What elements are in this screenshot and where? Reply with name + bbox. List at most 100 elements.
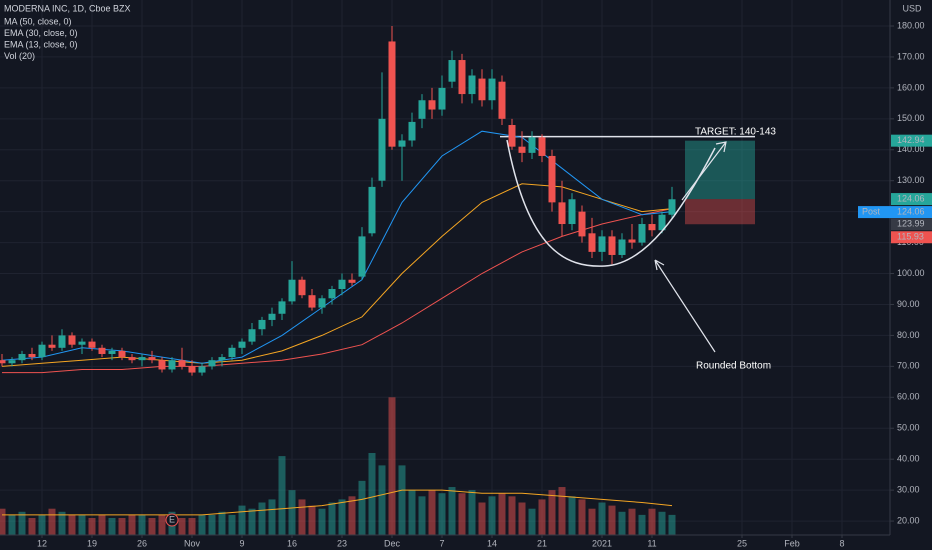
volume-bar bbox=[58, 511, 66, 535]
volume-bar bbox=[648, 508, 656, 535]
volume-bar bbox=[608, 505, 616, 535]
legend-entry: EMA (13, close, 0) bbox=[4, 39, 78, 49]
volume-bar bbox=[328, 502, 336, 535]
candle-body bbox=[188, 366, 196, 373]
candle-body bbox=[118, 350, 126, 358]
pattern-arrow bbox=[654, 259, 716, 353]
plot bbox=[0, 25, 755, 535]
x-tick-label: 9 bbox=[239, 538, 244, 548]
volume-bar bbox=[8, 514, 16, 535]
y-tick-label: 90.00 bbox=[897, 299, 920, 309]
volume-bar bbox=[298, 499, 306, 535]
candle-body bbox=[48, 344, 56, 348]
candle-body bbox=[258, 319, 266, 330]
candle-body bbox=[538, 137, 546, 156]
y-tick-label: 40.00 bbox=[897, 454, 920, 464]
volume-bar bbox=[188, 517, 196, 535]
candle-body bbox=[58, 335, 66, 348]
volume-bar bbox=[268, 499, 276, 535]
volume-bar bbox=[0, 508, 6, 535]
volume-bar bbox=[518, 502, 526, 535]
candle-body bbox=[148, 357, 156, 361]
overlay-line bbox=[2, 208, 673, 374]
y-tick-label: 170.00 bbox=[897, 51, 925, 61]
candle-body bbox=[298, 279, 306, 296]
candle-body bbox=[548, 155, 556, 203]
candle-body bbox=[158, 360, 166, 370]
price-label: 142.94 bbox=[897, 135, 925, 145]
candle-body bbox=[478, 78, 486, 101]
price-label: 123.99 bbox=[897, 219, 925, 229]
candle-body bbox=[438, 87, 446, 110]
candle-body bbox=[38, 344, 46, 358]
target-label: TARGET: 140-143 bbox=[695, 127, 776, 138]
candle-body bbox=[408, 121, 416, 141]
volume-bar bbox=[248, 508, 256, 535]
candle-body bbox=[618, 239, 626, 255]
y-tick-label: 130.00 bbox=[897, 175, 925, 185]
y-tick-label: 70.00 bbox=[897, 361, 920, 371]
currency: USD bbox=[902, 3, 922, 13]
x-tick-label: 16 bbox=[287, 538, 297, 548]
y-tick-label: 80.00 bbox=[897, 330, 920, 340]
volume-bar bbox=[588, 508, 596, 535]
x-tick-label: 8 bbox=[839, 538, 844, 548]
volume-bar bbox=[558, 487, 566, 535]
candle-body bbox=[248, 329, 256, 342]
price-badge bbox=[891, 193, 932, 206]
volume-bar bbox=[488, 496, 496, 535]
volume-bar bbox=[68, 514, 76, 535]
candle-body bbox=[628, 239, 636, 243]
candle-body bbox=[668, 199, 676, 215]
volume-bar bbox=[658, 511, 666, 535]
volume-bar bbox=[478, 502, 486, 535]
volume-bar bbox=[128, 514, 136, 535]
candle-body bbox=[348, 279, 356, 283]
volume-bar bbox=[448, 487, 456, 535]
candle-body bbox=[278, 301, 286, 314]
candle-body bbox=[268, 313, 276, 320]
candle-body bbox=[28, 353, 36, 358]
volume-bar bbox=[78, 514, 86, 535]
x-tick-label: 12 bbox=[37, 538, 47, 548]
candle-body bbox=[488, 78, 496, 101]
candle-body bbox=[558, 202, 566, 225]
price-badge bbox=[891, 218, 932, 231]
price-label: 115.93 bbox=[897, 232, 924, 242]
volume-bar bbox=[198, 514, 206, 535]
x-tick-label: 2021 bbox=[592, 538, 612, 548]
candle-body bbox=[138, 357, 146, 361]
y-tick-label: 150.00 bbox=[897, 113, 925, 123]
volume-bar bbox=[218, 511, 226, 535]
volume-bar bbox=[578, 499, 586, 535]
volume-bar bbox=[548, 490, 556, 535]
volume-bar bbox=[628, 508, 636, 535]
candle-body bbox=[128, 357, 136, 361]
y-tick-label: 180.00 bbox=[897, 20, 925, 30]
volume-bar bbox=[598, 502, 606, 535]
earnings-label: E bbox=[169, 514, 175, 524]
candle-body bbox=[518, 146, 526, 153]
candle-body bbox=[508, 125, 516, 147]
y-tick-label: 140.00 bbox=[897, 144, 925, 154]
chart-title: MODERNA INC, 1D, Cboe BZX bbox=[4, 3, 131, 13]
volume-bar bbox=[158, 514, 166, 535]
volume-bar bbox=[308, 505, 316, 535]
candle-body bbox=[218, 357, 226, 361]
volume-bar bbox=[468, 490, 476, 535]
candle-body bbox=[178, 360, 186, 367]
candle-body bbox=[578, 211, 586, 237]
x-tick-label: 21 bbox=[537, 538, 547, 548]
volume-bar bbox=[18, 511, 26, 535]
y-tick-label: 20.00 bbox=[897, 515, 920, 525]
x-tick-label: 25 bbox=[737, 538, 747, 548]
y-tick-label: 30.00 bbox=[897, 485, 920, 495]
x-tick-label: Feb bbox=[784, 538, 800, 548]
candle-body bbox=[358, 236, 366, 277]
volume-bar bbox=[208, 514, 216, 535]
x-tick-label: 11 bbox=[647, 538, 656, 548]
candle-body bbox=[168, 360, 176, 370]
x-tick-label: 14 bbox=[487, 538, 497, 548]
candle-body bbox=[8, 360, 16, 364]
volume-bar bbox=[528, 508, 536, 535]
